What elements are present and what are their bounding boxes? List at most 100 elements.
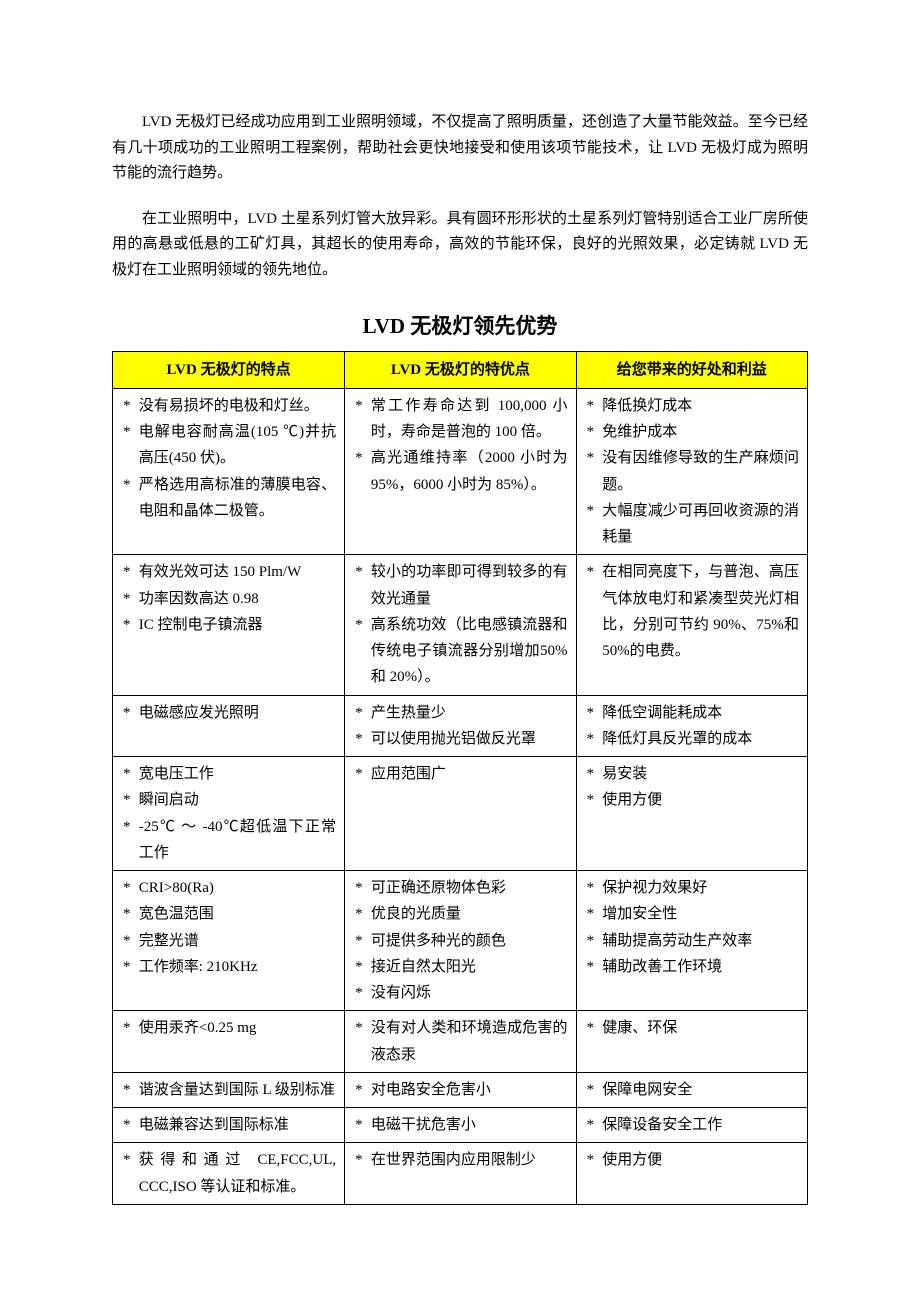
list-item: 没有因维修导致的生产麻烦问题。	[587, 445, 799, 498]
page: LVD 无极灯已经成功应用到工业照明领域，不仅提高了照明质量，还创造了大量节能效…	[0, 0, 920, 1302]
cell-list: 降低空调能耗成本降低灯具反光罩的成本	[587, 700, 799, 753]
list-item: 功率因数高达 0.98	[123, 586, 336, 612]
table-cell: 保障电网安全	[576, 1072, 807, 1107]
cell-list: 宽电压工作瞬间启动-25℃ ～ -40℃超低温下正常工作	[123, 761, 336, 866]
cell-list: 可正确还原物体色彩优良的光质量可提供多种光的颜色接近自然太阳光没有闪烁	[355, 875, 567, 1006]
table-header-benefits: 给您带来的好处和利益	[576, 351, 807, 388]
list-item: 可提供多种光的颜色	[355, 928, 567, 954]
list-item: 保障设备安全工作	[587, 1112, 799, 1138]
table-cell: 电磁干扰危害小	[345, 1108, 576, 1143]
list-item: 使用方便	[587, 1147, 799, 1173]
list-item: 使用方便	[587, 787, 799, 813]
cell-list: 健康、环保	[587, 1015, 799, 1041]
table-cell: 谐波含量达到国际 L 级别标准	[113, 1072, 345, 1107]
table-cell: 没有对人类和环境造成危害的液态汞	[345, 1011, 576, 1073]
table-cell: 没有易损坏的电极和灯丝。电解电容耐高温(105 ℃)并抗高压(450 伏)。严格…	[113, 388, 345, 555]
cell-list: 没有对人类和环境造成危害的液态汞	[355, 1015, 567, 1068]
intro-paragraph-1: LVD 无极灯已经成功应用到工业照明领域，不仅提高了照明质量，还创造了大量节能效…	[112, 110, 808, 187]
cell-list: 易安装使用方便	[587, 761, 799, 814]
table-cell: 电磁兼容达到国际标准	[113, 1108, 345, 1143]
table-row: 没有易损坏的电极和灯丝。电解电容耐高温(105 ℃)并抗高压(450 伏)。严格…	[113, 388, 808, 555]
table-header-features: LVD 无极灯的特点	[113, 351, 345, 388]
list-item: 大幅度减少可再回收资源的消耗量	[587, 498, 799, 551]
list-item: 对电路安全危害小	[355, 1077, 567, 1103]
list-item: 电磁感应发光照明	[123, 700, 336, 726]
list-item: 免维护成本	[587, 419, 799, 445]
list-item: 没有闪烁	[355, 980, 567, 1006]
cell-list: 较小的功率即可得到较多的有效光通量高系统功效（比电感镇流器和传统电子镇流器分别增…	[355, 559, 567, 690]
table-header-row: LVD 无极灯的特点 LVD 无极灯的特优点 给您带来的好处和利益	[113, 351, 808, 388]
table-row: 谐波含量达到国际 L 级别标准对电路安全危害小保障电网安全	[113, 1072, 808, 1107]
list-item: 产生热量少	[355, 700, 567, 726]
list-item: 常工作寿命达到 100,000 小时，寿命是普泡的 100 倍。	[355, 393, 567, 446]
list-item: 应用范围广	[355, 761, 567, 787]
cell-list: 使用汞齐<0.25 mg	[123, 1015, 336, 1041]
list-item: 保护视力效果好	[587, 875, 799, 901]
cell-list: 常工作寿命达到 100,000 小时，寿命是普泡的 100 倍。高光通维持率（2…	[355, 393, 567, 498]
table-cell: 宽电压工作瞬间启动-25℃ ～ -40℃超低温下正常工作	[113, 757, 345, 871]
list-item: 电解电容耐高温(105 ℃)并抗高压(450 伏)。	[123, 419, 336, 472]
list-item: 增加安全性	[587, 901, 799, 927]
cell-list: 电磁兼容达到国际标准	[123, 1112, 336, 1138]
list-item: 可正确还原物体色彩	[355, 875, 567, 901]
table-cell: 产生热量少可以使用抛光铝做反光罩	[345, 695, 576, 757]
list-item: 辅助提高劳动生产效率	[587, 928, 799, 954]
list-item: 完整光谱	[123, 928, 336, 954]
cell-list: 保障电网安全	[587, 1077, 799, 1103]
table-cell: 使用汞齐<0.25 mg	[113, 1011, 345, 1073]
cell-list: 谐波含量达到国际 L 级别标准	[123, 1077, 336, 1103]
cell-list: 保护视力效果好增加安全性辅助提高劳动生产效率辅助改善工作环境	[587, 875, 799, 980]
list-item: 在相同亮度下，与普泡、高压气体放电灯和紧凑型荧光灯相比，分别可节约 90%、75…	[587, 559, 799, 664]
cell-list: 电磁干扰危害小	[355, 1112, 567, 1138]
list-item: 电磁兼容达到国际标准	[123, 1112, 336, 1138]
table-cell: 保障设备安全工作	[576, 1108, 807, 1143]
list-item: 较小的功率即可得到较多的有效光通量	[355, 559, 567, 612]
list-item: 瞬间启动	[123, 787, 336, 813]
table-cell: 获得和通过 CE,FCC,UL, CCC,ISO 等认证和标准。	[113, 1143, 345, 1205]
table-row: 电磁兼容达到国际标准电磁干扰危害小保障设备安全工作	[113, 1108, 808, 1143]
table-row: 获得和通过 CE,FCC,UL, CCC,ISO 等认证和标准。在世界范围内应用…	[113, 1143, 808, 1205]
table-cell: CRI>80(Ra)宽色温范围完整光谱工作频率: 210KHz	[113, 871, 345, 1011]
table-cell: 保护视力效果好增加安全性辅助提高劳动生产效率辅助改善工作环境	[576, 871, 807, 1011]
list-item: CRI>80(Ra)	[123, 875, 336, 901]
cell-list: 应用范围广	[355, 761, 567, 787]
cell-list: 产生热量少可以使用抛光铝做反光罩	[355, 700, 567, 753]
table-cell: 在世界范围内应用限制少	[345, 1143, 576, 1205]
list-item: IC 控制电子镇流器	[123, 612, 336, 638]
list-item: 辅助改善工作环境	[587, 954, 799, 980]
table-cell: 降低空调能耗成本降低灯具反光罩的成本	[576, 695, 807, 757]
list-item: 接近自然太阳光	[355, 954, 567, 980]
list-item: 有效光效可达 150 Plm/W	[123, 559, 336, 585]
table-row: CRI>80(Ra)宽色温范围完整光谱工作频率: 210KHz可正确还原物体色彩…	[113, 871, 808, 1011]
list-item: 易安装	[587, 761, 799, 787]
table-cell: 使用方便	[576, 1143, 807, 1205]
list-item: 宽色温范围	[123, 901, 336, 927]
table-row: 宽电压工作瞬间启动-25℃ ～ -40℃超低温下正常工作 应用范围广易安装使用方…	[113, 757, 808, 871]
table-cell: 降低换灯成本免维护成本没有因维修导致的生产麻烦问题。大幅度减少可再回收资源的消耗…	[576, 388, 807, 555]
cell-list: 使用方便	[587, 1147, 799, 1173]
cell-list: 获得和通过 CE,FCC,UL, CCC,ISO 等认证和标准。	[123, 1147, 336, 1200]
table-cell: 电磁感应发光照明	[113, 695, 345, 757]
list-item: 保障电网安全	[587, 1077, 799, 1103]
list-item: 谐波含量达到国际 L 级别标准	[123, 1077, 336, 1103]
list-item: 降低灯具反光罩的成本	[587, 726, 799, 752]
list-item: 获得和通过 CE,FCC,UL, CCC,ISO 等认证和标准。	[123, 1147, 336, 1200]
cell-list: 在相同亮度下，与普泡、高压气体放电灯和紧凑型荧光灯相比，分别可节约 90%、75…	[587, 559, 799, 664]
table-row: 电磁感应发光照明产生热量少可以使用抛光铝做反光罩降低空调能耗成本降低灯具反光罩的…	[113, 695, 808, 757]
list-item: 使用汞齐<0.25 mg	[123, 1015, 336, 1041]
cell-list: 保障设备安全工作	[587, 1112, 799, 1138]
list-item: 优良的光质量	[355, 901, 567, 927]
table-header-advantages: LVD 无极灯的特优点	[345, 351, 576, 388]
advantages-table: LVD 无极灯的特点 LVD 无极灯的特优点 给您带来的好处和利益 没有易损坏的…	[112, 351, 808, 1205]
cell-list: 在世界范围内应用限制少	[355, 1147, 567, 1173]
table-cell: 健康、环保	[576, 1011, 807, 1073]
cell-list: 有效光效可达 150 Plm/W功率因数高达 0.98IC 控制电子镇流器	[123, 559, 336, 638]
table-cell: 易安装使用方便	[576, 757, 807, 871]
table-cell: 应用范围广	[345, 757, 576, 871]
cell-list: 降低换灯成本免维护成本没有因维修导致的生产麻烦问题。大幅度减少可再回收资源的消耗…	[587, 393, 799, 551]
intro-paragraph-2: 在工业照明中，LVD 土星系列灯管大放异彩。具有圆环形形状的土星系列灯管特别适合…	[112, 207, 808, 284]
table-cell: 有效光效可达 150 Plm/W功率因数高达 0.98IC 控制电子镇流器	[113, 555, 345, 695]
list-item: 可以使用抛光铝做反光罩	[355, 726, 567, 752]
table-row: 有效光效可达 150 Plm/W功率因数高达 0.98IC 控制电子镇流器较小的…	[113, 555, 808, 695]
table-row: 使用汞齐<0.25 mg 没有对人类和环境造成危害的液态汞健康、环保	[113, 1011, 808, 1073]
